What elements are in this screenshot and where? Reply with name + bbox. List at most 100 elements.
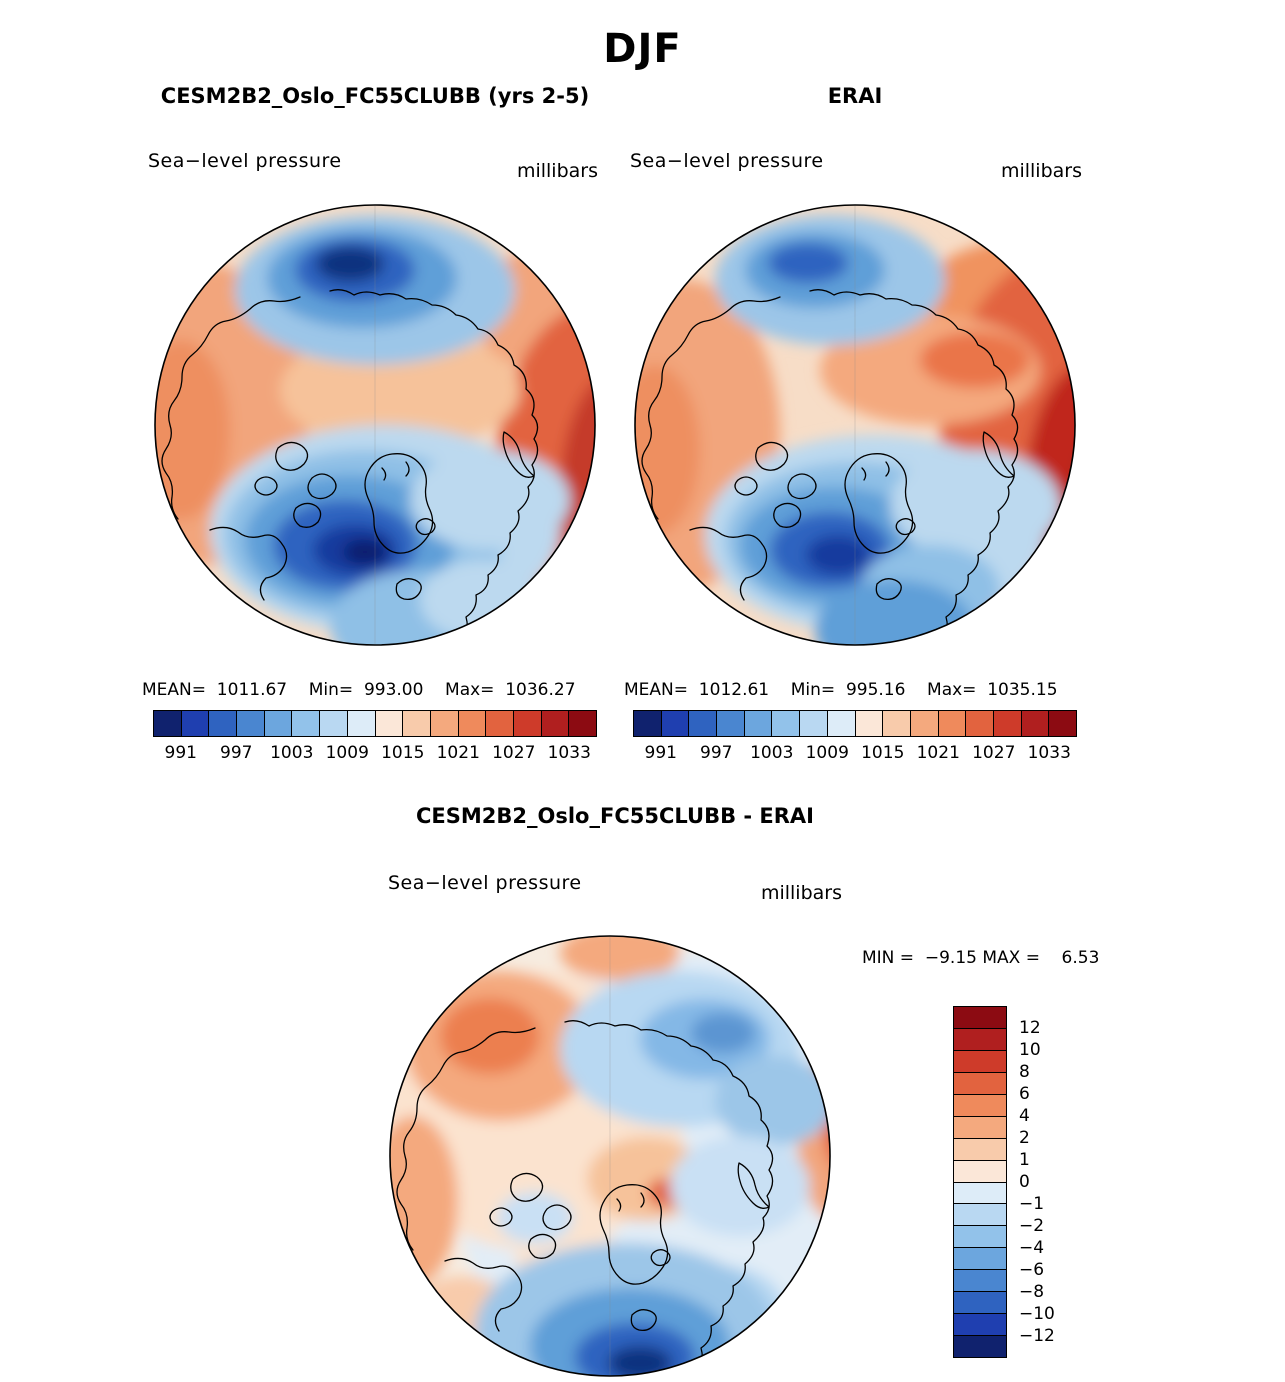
- colorbar-tick-label: 1009: [325, 743, 369, 763]
- colorbar-tick-label: 997: [700, 743, 733, 763]
- colorbar-cell: [966, 711, 994, 736]
- colorbar-tick-label: −6: [1019, 1260, 1045, 1280]
- colorbar-cell: [910, 711, 939, 736]
- colorbar-tick-label: 8: [1019, 1062, 1030, 1082]
- figure-title: DJF: [603, 26, 682, 72]
- colorbar-cell: [954, 1226, 1006, 1249]
- colorbar-cell: [1021, 711, 1050, 736]
- colorbar-cell: [954, 1292, 1006, 1315]
- diff-units-label: millibars: [760, 882, 842, 904]
- colorbar-cells: [953, 1006, 1007, 1358]
- colorbar-cell: [954, 1204, 1006, 1227]
- colorbar-tick-label: 1033: [1027, 743, 1071, 763]
- colorbar-tick-label: 6: [1019, 1084, 1030, 1104]
- colorbar-cell: [458, 711, 487, 736]
- model-stats-line: MEAN= 1011.67 Min= 993.00 Max= 1036.27: [142, 680, 576, 700]
- diff-panel-title: CESM2B2_Oslo_FC55CLUBB - ERAI: [416, 804, 814, 828]
- diff-minmax-line: MIN = −9.15 MAX = 6.53: [862, 948, 1100, 968]
- colorbar-cell: [954, 1050, 1006, 1073]
- diff-pressure-field: [390, 936, 830, 1376]
- colorbar-cell: [430, 711, 459, 736]
- colorbar-cell: [993, 711, 1022, 736]
- colorbar-cell: [513, 711, 542, 736]
- colorbar-tick-label: 991: [164, 743, 197, 763]
- colorbar-cell: [661, 711, 690, 736]
- colorbar-cell: [827, 711, 856, 736]
- colorbar-cell: [744, 711, 773, 736]
- colorbar-cell: [954, 1028, 1006, 1051]
- colorbar-cell: [292, 711, 321, 736]
- colorbar-cell: [320, 711, 348, 736]
- colorbar-cell: [954, 1160, 1006, 1183]
- colorbar-cell: [181, 711, 210, 736]
- colorbar-cell: [634, 711, 662, 736]
- colorbar-tick-label: 1009: [805, 743, 849, 763]
- colorbar-tick-label: 10: [1019, 1040, 1041, 1060]
- colorbar-cell: [954, 1336, 1006, 1357]
- obs-panel-title: ERAI: [827, 84, 883, 108]
- colorbar-tick-label: −1: [1019, 1194, 1045, 1214]
- colorbar-cell: [954, 1248, 1006, 1271]
- diff-variable-label: Sea−level pressure: [388, 872, 582, 894]
- map-outline: [389, 935, 831, 1377]
- colorbar-tick-label: 1003: [270, 743, 314, 763]
- colorbar-tick-label: −12: [1019, 1326, 1055, 1346]
- colorbar-cell: [154, 711, 182, 736]
- colorbar-cell: [689, 711, 718, 736]
- colorbar-tick-label: 991: [644, 743, 677, 763]
- colorbar-cells: [633, 710, 1077, 737]
- colorbar-cell: [954, 1094, 1006, 1117]
- colorbar-ticks: 991 997 1003 1009 1015 1021 1027 1033: [633, 743, 1077, 767]
- colorbar-tick-label: −10: [1019, 1304, 1055, 1324]
- colorbar-tick-label: 1: [1019, 1150, 1030, 1170]
- colorbar-cell: [954, 1270, 1006, 1293]
- colorbar-cell: [403, 711, 431, 736]
- colorbar-cell: [717, 711, 745, 736]
- map-outline: [154, 204, 596, 646]
- obs-stats-line: MEAN= 1012.61 Min= 995.16 Max= 1035.15: [624, 680, 1058, 700]
- colorbar-cell: [954, 1182, 1006, 1205]
- model-units-label: millibars: [516, 160, 598, 182]
- colorbar-tick-label: −8: [1019, 1282, 1045, 1302]
- colorbar-cell: [569, 711, 596, 736]
- colorbar-tick-label: 1033: [547, 743, 591, 763]
- colorbar-tick-label: 1021: [916, 743, 960, 763]
- map-outline: [634, 204, 1076, 646]
- colorbar-tick-label: 1021: [436, 743, 480, 763]
- colorbar-cell: [954, 1007, 1006, 1029]
- colorbar-tick-label: 1015: [381, 743, 425, 763]
- colorbar-cell: [954, 1116, 1006, 1139]
- colorbar-cell: [954, 1072, 1006, 1095]
- colorbar-cells: [153, 710, 597, 737]
- colorbar-tick-label: 1003: [750, 743, 794, 763]
- obs-colorbar: 991 997 1003 1009 1015 1021 1027 1033: [633, 710, 1077, 767]
- colorbar-tick-label: 997: [220, 743, 253, 763]
- obs-variable-label: Sea−level pressure: [630, 150, 824, 172]
- colorbar-tick-label: 4: [1019, 1106, 1030, 1126]
- colorbar-cell: [237, 711, 265, 736]
- colorbar-cell: [772, 711, 801, 736]
- colorbar-labels: 12 10 8 6 4 2 1 0 −1 −2 −4 −6 −8 −10 −12: [1019, 1006, 1079, 1358]
- colorbar-cell: [800, 711, 828, 736]
- colorbar-tick-label: 12: [1019, 1018, 1041, 1038]
- colorbar-tick-label: 1027: [972, 743, 1016, 763]
- colorbar-tick-label: 2: [1019, 1128, 1030, 1148]
- model-variable-label: Sea−level pressure: [148, 150, 342, 172]
- colorbar-cell: [347, 711, 376, 736]
- colorbar-tick-label: −4: [1019, 1238, 1045, 1258]
- model-pressure-field: [155, 205, 595, 645]
- diff-colorbar: 12 10 8 6 4 2 1 0 −1 −2 −4 −6 −8 −10 −12: [953, 1006, 1083, 1358]
- colorbar-tick-label: 1015: [861, 743, 905, 763]
- colorbar-cell: [541, 711, 570, 736]
- colorbar-cell: [1049, 711, 1076, 736]
- colorbar-tick-label: 0: [1019, 1172, 1030, 1192]
- colorbar-cell: [954, 1314, 1006, 1337]
- colorbar-tick-label: 1027: [492, 743, 536, 763]
- model-map: [154, 204, 596, 646]
- colorbar-cell: [375, 711, 404, 736]
- colorbar-cell: [938, 711, 967, 736]
- model-panel-title: CESM2B2_Oslo_FC55CLUBB (yrs 2-5): [160, 84, 590, 108]
- colorbar-cell: [486, 711, 514, 736]
- colorbar-cell: [264, 711, 293, 736]
